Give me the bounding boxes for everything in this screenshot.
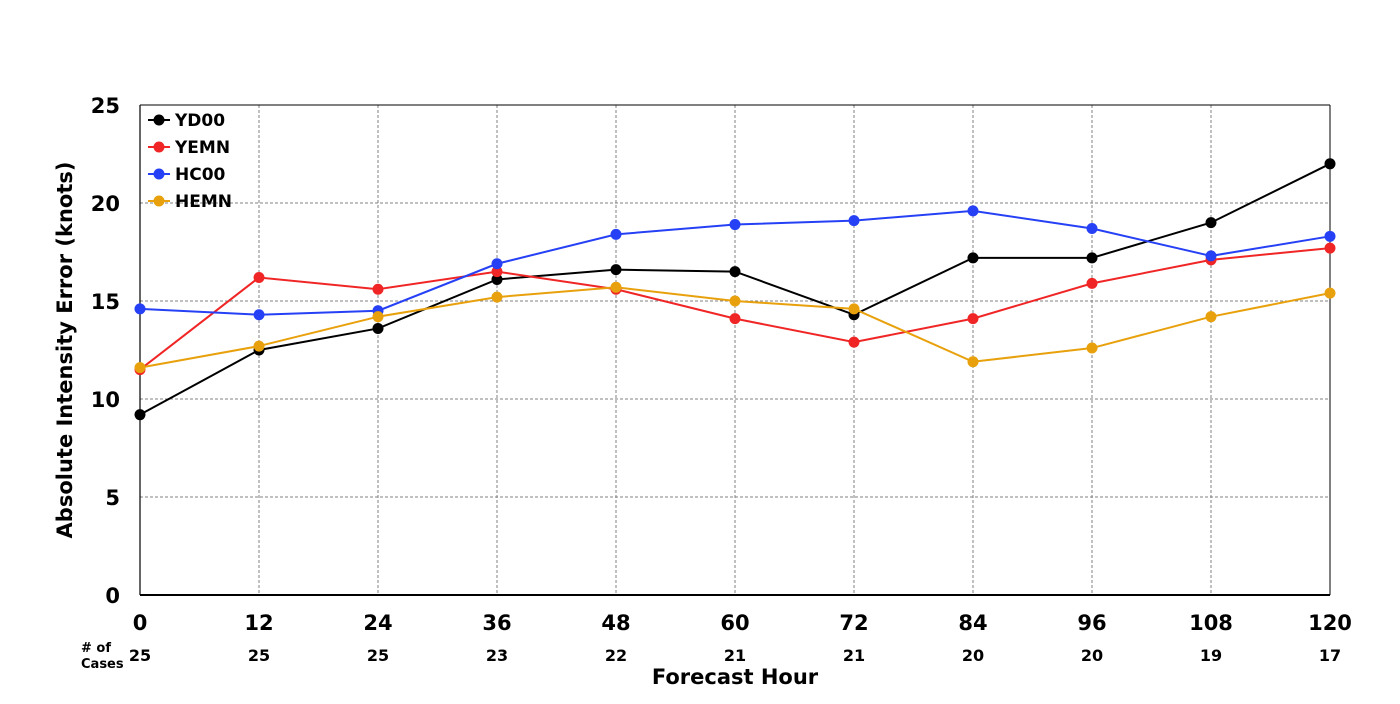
data-point-yemn xyxy=(729,313,741,325)
data-point-yd00 xyxy=(967,252,979,264)
data-point-yd00 xyxy=(1324,158,1336,170)
data-point-hemn xyxy=(848,303,860,315)
data-point-hemn xyxy=(372,311,384,323)
data-point-hc00 xyxy=(967,205,979,217)
case-count: 25 xyxy=(129,646,151,665)
cases-label-line2: Cases xyxy=(81,657,124,672)
data-point-hc00 xyxy=(1324,230,1336,242)
data-point-hemn xyxy=(729,295,741,307)
y-axis-title: Absolute Intensity Error (knots) xyxy=(53,162,77,539)
x-tick-label: 108 xyxy=(1189,611,1233,635)
case-count: 17 xyxy=(1319,646,1341,665)
y-tick-label: 15 xyxy=(91,290,120,314)
data-point-hc00 xyxy=(848,215,860,227)
x-tick-label: 96 xyxy=(1077,611,1106,635)
data-point-hc00 xyxy=(253,309,265,321)
case-count: 25 xyxy=(367,646,389,665)
y-tick-label: 25 xyxy=(91,94,120,118)
axes xyxy=(139,104,1331,596)
legend: YD00 YEMN HC00 HEMN xyxy=(148,111,232,212)
y-tick-label: 20 xyxy=(91,192,120,216)
case-count: 21 xyxy=(724,646,746,665)
case-count: 20 xyxy=(962,646,984,665)
case-count: 23 xyxy=(486,646,508,665)
data-point-yd00 xyxy=(372,322,384,334)
data-point-hemn xyxy=(1086,342,1098,354)
x-tick-label: 84 xyxy=(958,611,987,635)
data-point-yemn xyxy=(253,271,265,283)
data-point-hemn xyxy=(610,281,622,293)
data-point-hc00 xyxy=(729,219,741,231)
case-count: 19 xyxy=(1200,646,1222,665)
legend-label-hemn: HEMN xyxy=(175,192,232,212)
x-tick-label: 0 xyxy=(133,611,148,635)
data-point-yemn xyxy=(491,266,503,278)
data-point-yd00 xyxy=(729,266,741,278)
x-tick-label: 60 xyxy=(720,611,749,635)
x-tick-label: 48 xyxy=(601,611,630,635)
case-count: 22 xyxy=(605,646,627,665)
x-tick-label: 12 xyxy=(244,611,273,635)
x-tick-label: 120 xyxy=(1308,611,1352,635)
data-point-yemn xyxy=(1086,277,1098,289)
legend-label-yemn: YEMN xyxy=(174,138,230,158)
data-point-hc00 xyxy=(1205,250,1217,262)
legend-label-yd00: YD00 xyxy=(174,111,225,131)
data-point-yd00 xyxy=(134,409,146,421)
series-group xyxy=(134,158,1336,421)
data-point-yd00 xyxy=(1205,217,1217,229)
data-point-yd00 xyxy=(1086,252,1098,264)
data-point-hc00 xyxy=(134,303,146,315)
legend-label-hc00: HC00 xyxy=(175,165,226,185)
data-point-hc00 xyxy=(610,228,622,240)
data-point-yemn xyxy=(372,283,384,295)
x-tick-label: 36 xyxy=(482,611,511,635)
data-point-yemn xyxy=(848,336,860,348)
y-tick-label: 5 xyxy=(105,486,120,510)
tick-labels: 0 5 10 15 20 25 0 12 24 36 48 60 72 84 96 108 120 xyxy=(91,94,1352,635)
case-count: 25 xyxy=(248,646,270,665)
data-point-hemn xyxy=(253,340,265,352)
y-tick-label: 10 xyxy=(91,388,120,412)
legend-marker-yd00 xyxy=(153,114,165,126)
legend-marker-yemn xyxy=(153,141,165,153)
cases-row: # of Cases 25 25 25 23 22 21 21 20 20 19 17 xyxy=(81,641,1341,672)
cases-label-line1: # of xyxy=(81,641,111,656)
data-point-hc00 xyxy=(491,258,503,270)
data-point-hemn xyxy=(134,362,146,374)
x-tick-label: 72 xyxy=(839,611,868,635)
y-tick-label: 0 xyxy=(105,584,120,608)
data-point-yd00 xyxy=(610,264,622,276)
data-point-hemn xyxy=(491,291,503,303)
data-point-yemn xyxy=(1324,242,1336,254)
legend-marker-hemn xyxy=(153,195,165,207)
data-point-hemn xyxy=(1324,287,1336,299)
legend-marker-hc00 xyxy=(153,168,165,180)
case-count: 20 xyxy=(1081,646,1103,665)
x-axis-title: Forecast Hour xyxy=(652,665,819,689)
x-tick-label: 24 xyxy=(363,611,392,635)
case-count: 21 xyxy=(843,646,865,665)
data-point-hemn xyxy=(1205,311,1217,323)
data-point-yemn xyxy=(967,313,979,325)
data-point-yd00 xyxy=(491,273,503,285)
grid xyxy=(140,104,1331,595)
data-point-hemn xyxy=(967,356,979,368)
data-point-hc00 xyxy=(1086,222,1098,234)
